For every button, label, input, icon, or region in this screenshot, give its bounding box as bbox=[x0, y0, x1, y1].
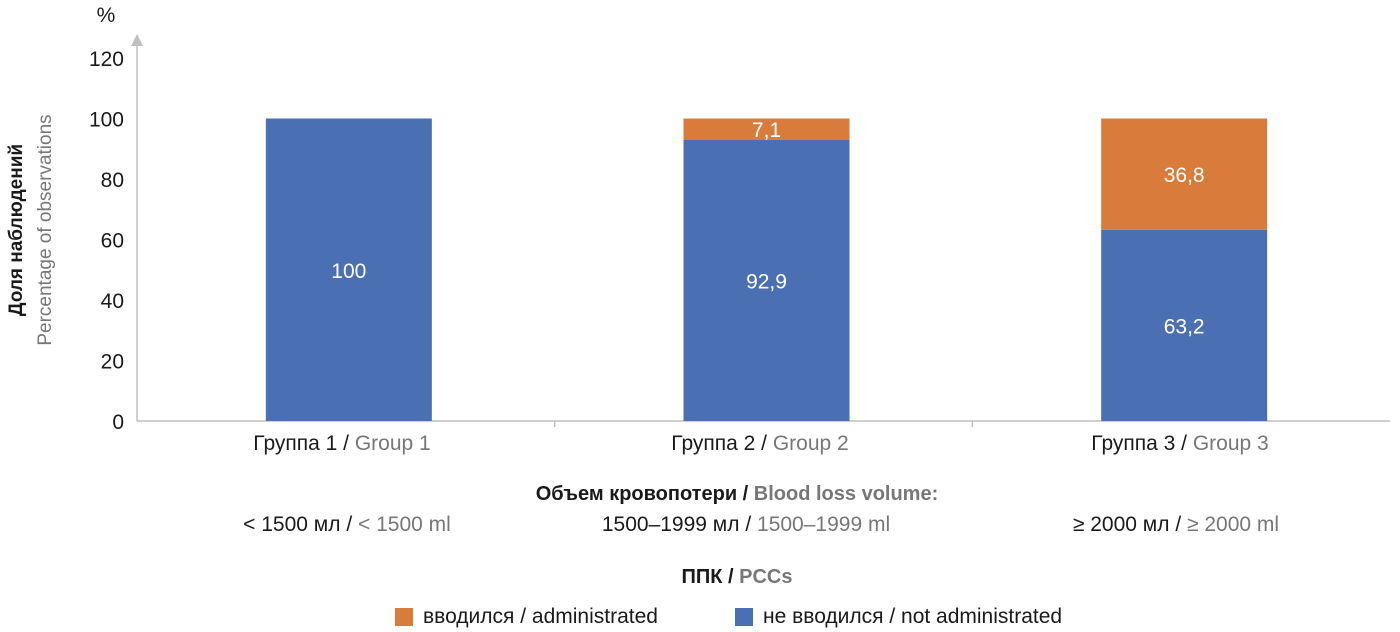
data-label-administered-3: 36,8 bbox=[1164, 164, 1205, 187]
bar-not_administered-1 bbox=[265, 118, 432, 421]
data-label-administered-2: 7,1 bbox=[752, 119, 781, 142]
data-label-not_administered-2: 92,9 bbox=[746, 270, 787, 293]
legend-label-administered: вводился / administrated bbox=[423, 605, 658, 628]
category-label-1: Группа 1 / Group 1 bbox=[253, 432, 431, 455]
y-tick-label: 20 bbox=[101, 351, 124, 374]
data-label-not_administered-3: 63,2 bbox=[1164, 315, 1205, 338]
y-axis-title-ru: Доля наблюдений bbox=[6, 144, 27, 316]
y-tick-label: 60 bbox=[101, 230, 124, 253]
y-axis-arrow bbox=[131, 34, 143, 46]
legend-item-administered: вводился / administrated bbox=[395, 604, 658, 630]
x-axis-title: Объем кровопотери / Blood loss volume: bbox=[535, 483, 939, 505]
range-label-1: < 1500 мл / < 1500 ml bbox=[243, 513, 451, 536]
legend-title: ППК / PCCs bbox=[681, 566, 793, 588]
y-tick-label: 40 bbox=[101, 290, 124, 313]
bar-chart: 0 20 40 60 80 100 120% Доля наблюдений Percentag… bbox=[6, 4, 1390, 434]
range-label-2: 1500–1999 мл / 1500–1999 ml bbox=[601, 513, 891, 536]
y-unit-label: % bbox=[97, 4, 116, 27]
legend-item-not-administered: не вводился / not administrated bbox=[735, 604, 1062, 630]
bar-administered-2 bbox=[683, 118, 850, 140]
legend-label-not-administered: не вводился / not administrated bbox=[763, 605, 1063, 628]
range-label-3: ≥ 2000 мл / ≥ 2000 ml bbox=[1072, 513, 1280, 536]
data-label-not_administered-1: 100 bbox=[331, 260, 366, 283]
bar-administered-3 bbox=[1101, 118, 1268, 230]
bar-not_administered-3 bbox=[1101, 229, 1268, 421]
y-tick-label: 80 bbox=[101, 169, 124, 192]
y-tick-label: 120 bbox=[89, 48, 124, 71]
legend-swatch-blue bbox=[735, 608, 753, 626]
bar-not_administered-2 bbox=[683, 139, 850, 422]
y-axis-title-en: Percentage of observations bbox=[35, 114, 56, 345]
y-tick-label: 0 bbox=[112, 411, 124, 434]
y-tick-label: 100 bbox=[89, 109, 124, 132]
legend-swatch-orange bbox=[395, 608, 413, 626]
category-label-3: Группа 3 / Group 3 bbox=[1091, 432, 1269, 455]
category-label-2: Группа 2 / Group 2 bbox=[671, 432, 849, 455]
